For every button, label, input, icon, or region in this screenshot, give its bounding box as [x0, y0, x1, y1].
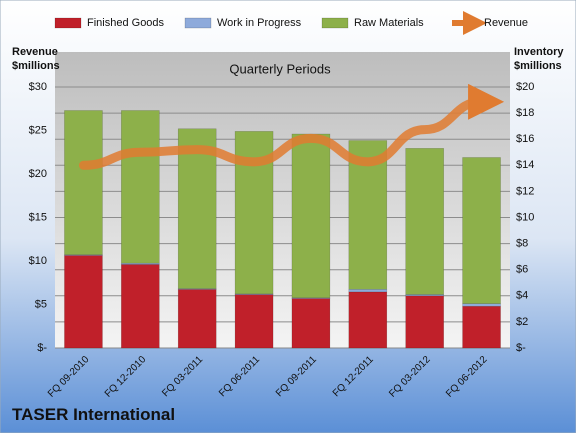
bar-segment: [462, 305, 501, 349]
y-tick-label: $10: [29, 255, 47, 267]
revenue-line: [78, 83, 505, 170]
y-tick-label: $5: [35, 298, 47, 310]
y-tick-label: $30: [29, 81, 47, 93]
y2-tick-label: $6: [516, 264, 528, 276]
bar-segment: [291, 133, 331, 299]
y-axis-label: Revenue $millions: [12, 46, 60, 72]
legend-label: Finished Goods: [87, 17, 165, 29]
y2-tick-label: $10: [516, 211, 534, 223]
bar-segment: [405, 295, 444, 349]
bar-segment: [177, 128, 217, 289]
chart-title: Quarterly Periods: [229, 61, 331, 76]
y-tick-label: $15: [29, 211, 47, 223]
legend-label: Raw Materials: [354, 17, 424, 29]
y2-tick-label: $8: [516, 238, 528, 250]
y2-tick-label: $12: [516, 185, 534, 197]
bar-segment: [234, 294, 274, 349]
y2-tick-label: $-: [516, 342, 526, 354]
legend-swatch: [184, 17, 212, 29]
y2-axis-label: Inventory $millions: [514, 46, 564, 72]
bar-segment: [177, 289, 217, 349]
footer: TASER International: [12, 405, 176, 424]
y2-tick-label: $2: [516, 316, 528, 328]
bar-segment: [462, 303, 501, 307]
bar-segment: [405, 148, 444, 295]
bar-segment: [121, 264, 160, 349]
y-tick-label: $20: [29, 168, 47, 180]
bar-segment: [64, 255, 103, 349]
bar-segment: [64, 110, 103, 255]
y2-tick-label: $16: [516, 133, 534, 145]
y-tick-label: $-: [37, 342, 47, 354]
bar-segment: [348, 291, 388, 349]
legend-label: Work in Progress: [217, 17, 302, 29]
bar-segment: [291, 298, 331, 349]
y2-tick-label: $18: [516, 107, 534, 119]
legend-swatch: [321, 17, 349, 29]
y2-tick-label: $20: [516, 81, 534, 93]
y2-tick-label: $4: [516, 290, 528, 302]
y2-tick-label: $14: [516, 159, 534, 171]
bar-segment: [348, 289, 388, 293]
bar-segment: [121, 110, 160, 264]
y-tick-label: $25: [29, 124, 47, 136]
legend-label: Revenue: [484, 17, 528, 29]
legend-swatch: [54, 17, 82, 29]
bar-segment: [462, 157, 501, 304]
